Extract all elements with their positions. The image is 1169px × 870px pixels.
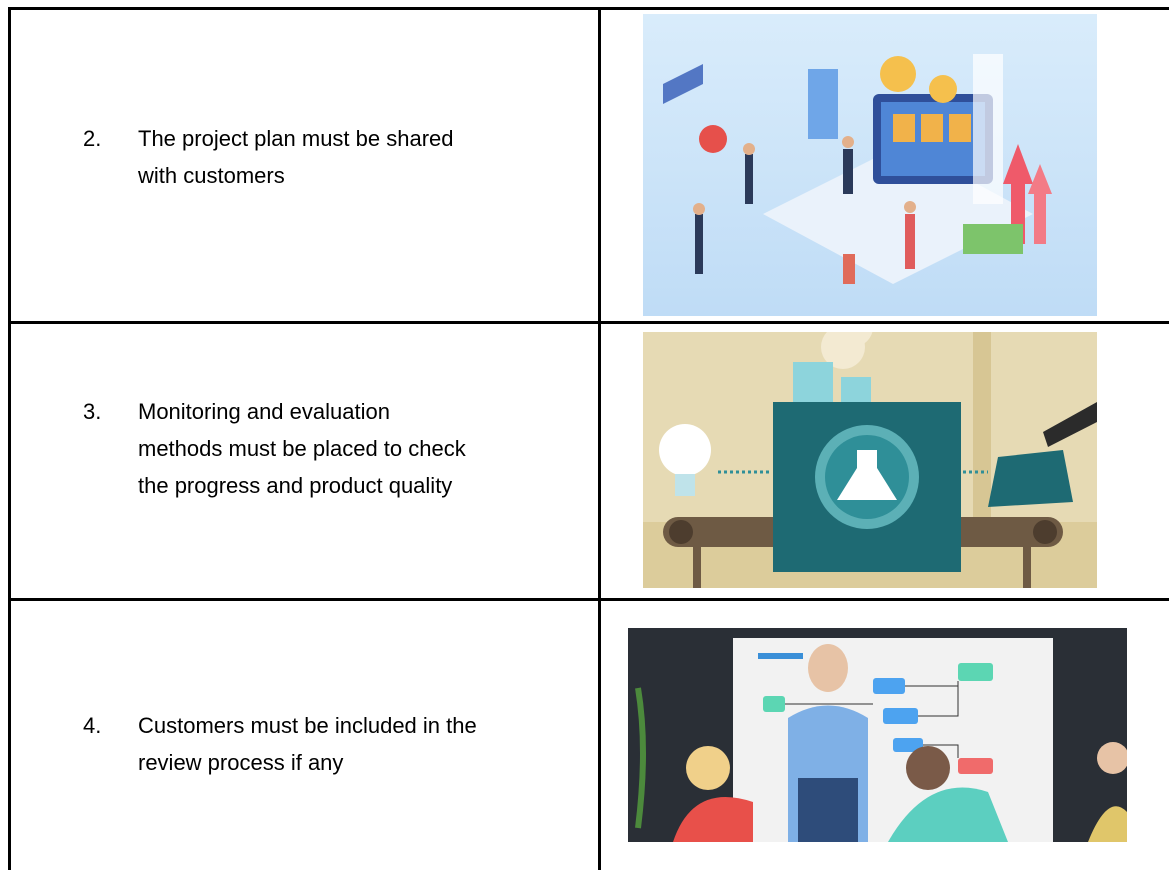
cell-text: Monitoring and evaluation xyxy=(138,399,390,424)
illustration xyxy=(643,14,1097,316)
cell-text: with customers xyxy=(138,163,285,188)
row-divider xyxy=(8,598,1169,601)
illustration xyxy=(643,332,1097,588)
illustration xyxy=(628,628,1127,842)
column-divider xyxy=(598,7,601,870)
cell-text: methods must be placed to check xyxy=(138,436,466,461)
cell-text: the progress and product quality xyxy=(138,473,453,498)
table-border xyxy=(8,7,1169,10)
cell-text: Customers must be included in the xyxy=(138,713,477,738)
list-number: 3. xyxy=(83,399,102,424)
cell-text: The project plan must be shared xyxy=(138,126,454,151)
list-number: 4. xyxy=(83,713,102,738)
table-border xyxy=(8,7,11,870)
cell-text: review process if any xyxy=(138,750,344,775)
list-number: 2. xyxy=(83,126,102,151)
row-divider xyxy=(8,321,1169,324)
